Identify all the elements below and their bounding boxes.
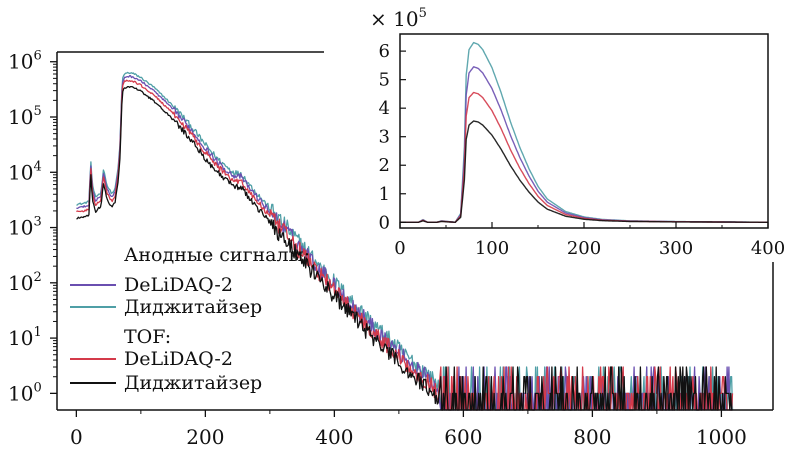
main-y-tick-base-4: 10 <box>8 160 33 184</box>
inset-series-line-3 <box>400 120 768 223</box>
inset-y-tick-label-5: 5 <box>379 70 390 91</box>
legend-group-title-tof: TOF: <box>124 326 171 348</box>
inset-y-tick-label-4: 4 <box>379 98 390 119</box>
main-y-tick-label-1: 101 <box>8 325 42 350</box>
inset-ticks: 0 100 200 300 400 0 1 2 3 4 5 6 <box>379 41 786 259</box>
main-x-tick-label-2: 400 <box>315 425 353 449</box>
main-y-tick-exp-2: 2 <box>33 270 41 285</box>
main-y-tick-exp-1: 1 <box>33 325 41 340</box>
inset-x-tick-label-3: 300 <box>659 238 693 259</box>
main-x-tick-label-3: 600 <box>444 425 482 449</box>
main-series-line-2 <box>76 79 734 411</box>
main-y-tick-base-6: 10 <box>8 50 33 74</box>
main-y-tick-exp-3: 3 <box>33 215 41 230</box>
main-y-tick-base-0: 10 <box>8 381 33 405</box>
inset-y-tick-label-0: 0 <box>379 212 390 233</box>
inset-y-tick-label-2: 2 <box>379 155 390 176</box>
main-y-tick-label-5: 105 <box>8 104 42 129</box>
inset-y-tick-label-6: 6 <box>379 41 390 62</box>
inset-y-tick-label-1: 1 <box>379 184 390 205</box>
main-y-tick-label-6: 106 <box>8 49 42 74</box>
main-y-tick-label-3: 103 <box>8 215 42 240</box>
legend: Анодные сигналы: DeLiDAQ-2 Диджитайзер T… <box>70 244 310 394</box>
legend-label-tof-digitizer: Диджитайзер <box>124 372 262 394</box>
legend-label-tof-delidaq: DeLiDAQ-2 <box>124 348 233 370</box>
main-x-tick-label-4: 800 <box>573 425 611 449</box>
main-y-tick-label-2: 102 <box>8 270 42 295</box>
main-y-tick-base-5: 10 <box>8 105 33 129</box>
main-x-tick-label-1: 200 <box>186 425 224 449</box>
inset-multiplier-exponent: 5 <box>419 6 427 21</box>
main-y-tick-exp-5: 5 <box>33 104 41 119</box>
inset-x-tick-label-4: 400 <box>751 238 785 259</box>
main-x-tick-label-0: 0 <box>70 425 83 449</box>
main-y-tick-base-3: 10 <box>8 216 33 240</box>
main-y-tick-base-2: 10 <box>8 271 33 295</box>
inset-y-tick-label-3: 3 <box>379 127 390 148</box>
legend-group-title-anode: Анодные сигналы: <box>124 244 310 266</box>
main-x-tick-label-5: 1000 <box>696 425 747 449</box>
legend-label-anode-delidaq: DeLiDAQ-2 <box>124 274 233 296</box>
inset-multiplier-text: × 10 <box>370 7 419 31</box>
inset-x-tick-label-0: 0 <box>394 238 405 259</box>
inset-multiplier-label: × 105 <box>370 6 427 31</box>
inset-series-layer <box>400 41 768 223</box>
main-y-tick-exp-6: 6 <box>33 49 41 64</box>
main-y-tick-exp-0: 0 <box>33 380 41 395</box>
inset-x-tick-label-1: 100 <box>475 238 509 259</box>
legend-label-anode-digitizer: Диджитайзер <box>124 296 262 318</box>
inset-x-tick-label-2: 200 <box>567 238 601 259</box>
main-y-tick-exp-4: 4 <box>33 159 41 174</box>
inset-background <box>400 34 768 228</box>
main-y-tick-base-1: 10 <box>8 326 33 350</box>
main-y-tick-label-4: 104 <box>8 159 42 184</box>
main-y-tick-label-0: 100 <box>8 380 42 405</box>
